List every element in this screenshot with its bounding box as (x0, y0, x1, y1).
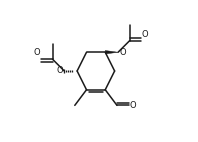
Text: O: O (34, 48, 40, 57)
Text: O: O (120, 48, 126, 57)
Text: O: O (142, 30, 148, 39)
Text: O: O (129, 101, 136, 110)
Text: O: O (56, 66, 63, 75)
Polygon shape (105, 51, 118, 54)
